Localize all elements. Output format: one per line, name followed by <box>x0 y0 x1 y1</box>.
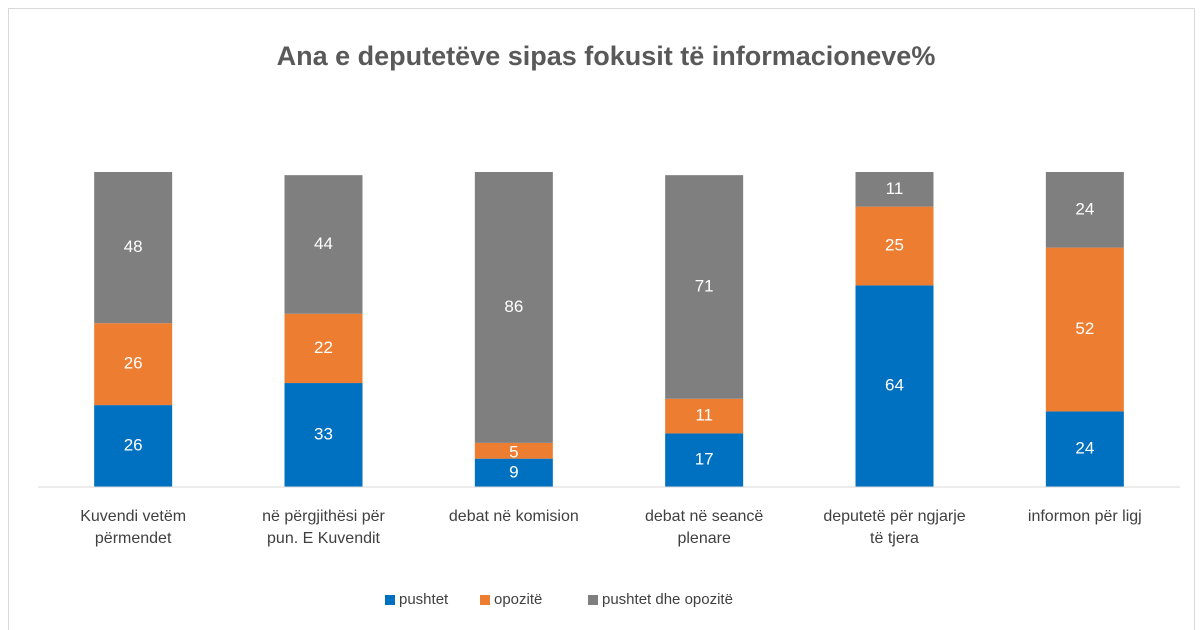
data-label: 26 <box>124 436 143 455</box>
data-label: 17 <box>695 450 714 469</box>
data-label: 25 <box>885 236 904 255</box>
bar-segment <box>284 383 363 487</box>
bar-segment <box>855 285 934 487</box>
legend-item: pushtet <box>385 591 448 608</box>
bar-segment <box>94 405 173 487</box>
data-label: 26 <box>124 354 143 373</box>
bar-segment <box>1045 247 1124 412</box>
bar-segment <box>94 172 173 324</box>
data-label: 64 <box>885 376 904 395</box>
bar-segment <box>474 458 553 487</box>
legend-label: pushtet <box>399 591 449 608</box>
bar-segment <box>284 313 363 384</box>
bar-segment <box>474 172 553 443</box>
data-label: 52 <box>1075 319 1094 338</box>
bar-segment <box>474 442 553 459</box>
legend-swatch <box>480 594 490 605</box>
bar-segment <box>855 206 934 286</box>
data-label: 71 <box>695 276 714 295</box>
data-label: 86 <box>504 297 523 316</box>
x-tick-label: debat në komision <box>448 508 579 525</box>
bar-segment <box>1045 411 1124 487</box>
data-label: 44 <box>314 234 333 253</box>
data-label: 48 <box>124 237 143 256</box>
legend-label: opozitë <box>494 591 543 608</box>
legend-swatch <box>588 594 598 605</box>
bar-segment <box>665 398 744 434</box>
data-label: 11 <box>695 406 713 425</box>
data-label: 33 <box>314 425 333 444</box>
data-label: 24 <box>1075 199 1094 218</box>
x-tick-label: debat në seancë plenare <box>644 508 764 547</box>
x-tick-label: në përgjithësi për pun. E Kuvendit <box>262 508 385 547</box>
bar-segment <box>284 175 363 314</box>
chart-title: Ana e deputetëve sipas fokusit të inform… <box>277 41 936 71</box>
chart-border <box>8 8 1195 630</box>
data-label: 11 <box>886 179 904 198</box>
legend-item: opozitë <box>480 591 542 608</box>
data-label: 9 <box>509 462 518 481</box>
data-label: 22 <box>314 338 333 357</box>
bar-segment <box>665 175 744 399</box>
data-label: 5 <box>509 442 518 461</box>
legend-swatch <box>385 594 395 605</box>
bar-segment <box>855 172 934 207</box>
data-label: 24 <box>1075 439 1094 458</box>
legend-item: pushtet dhe opozitë <box>588 591 733 608</box>
x-tick-label: Kuvendi vetëm përmendet <box>80 508 187 547</box>
bar-segment <box>665 433 744 487</box>
bar-segment <box>1045 172 1124 248</box>
legend-label: pushtet dhe opozitë <box>602 591 733 608</box>
x-tick-label: deputetë për ngjarje të tjera <box>823 508 966 547</box>
bar-segment <box>94 323 173 406</box>
x-tick-label: informon për ligj <box>1027 508 1142 525</box>
